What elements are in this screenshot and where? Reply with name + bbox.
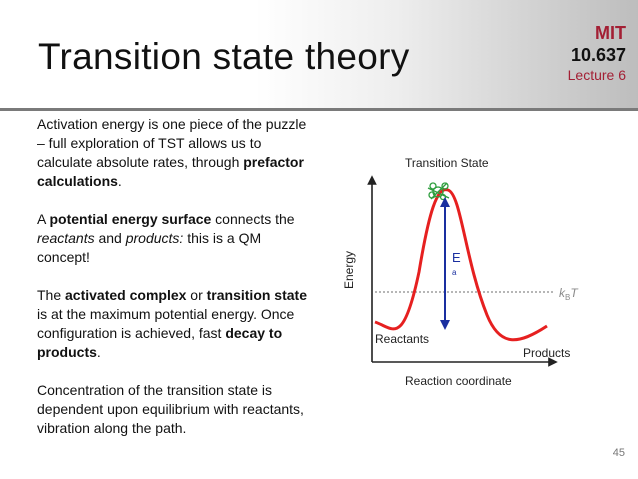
course-number: 10.637 [570, 45, 626, 65]
text-run: The [37, 287, 66, 303]
paragraph-activated-complex: The activated complex or transition stat… [37, 286, 317, 362]
text-run: connects the [211, 211, 295, 227]
energy-diagram: Transition State Energy Reaction coordin… [342, 156, 579, 388]
potential-energy-curve [374, 188, 548, 342]
slide-header: Transition state theory MIT 10.637 Lectu… [0, 0, 638, 108]
paragraph-potential-energy-surface: A potential energy surface connects the … [37, 210, 317, 267]
y-axis-label: Energy [342, 251, 356, 289]
slide-title: Transition state theory [38, 36, 410, 77]
text-run: A [37, 211, 50, 227]
text-run: this is a QM concept! [37, 230, 262, 265]
text-run: Activation energy is one piece of the pu… [37, 116, 307, 170]
transition-state-label: Transition State [405, 156, 489, 170]
paragraph-activation-energy: Activation energy is one piece of the pu… [37, 115, 317, 191]
bold-term: decay to products [37, 325, 283, 360]
text-run: is at the maximum potential energy. Once… [37, 306, 295, 341]
bold-term: potential energy surface [49, 211, 212, 227]
transition-state-marker [427, 182, 450, 201]
institution-label: MIT [595, 23, 626, 43]
body-text: Activation energy is one piece of the pu… [37, 115, 317, 457]
text-run: . [96, 344, 101, 360]
bold-term: transition state [206, 287, 307, 303]
thermal-energy-label: kBT [559, 286, 579, 302]
text-run: Concentration of the transition state is… [37, 382, 304, 436]
x-axis-label: Reaction coordinate [405, 374, 512, 388]
italic-term: products: [125, 230, 184, 246]
bold-term: prefactor calculations [37, 154, 304, 189]
bold-term: activated complex [65, 287, 187, 303]
text-run: . [117, 173, 122, 189]
text-run: or [186, 287, 207, 303]
italic-term: reactants [37, 230, 95, 246]
course-info: MIT 10.637 Lecture 6 [568, 22, 626, 84]
page-number: 45 [612, 447, 625, 459]
products-label: Products [523, 346, 570, 360]
lecture-label: Lecture 6 [567, 67, 626, 83]
reactants-label: Reactants [375, 332, 429, 346]
header-divider [0, 108, 638, 111]
paragraph-concentration: Concentration of the transition state is… [37, 381, 317, 438]
text-run: and [94, 230, 126, 246]
